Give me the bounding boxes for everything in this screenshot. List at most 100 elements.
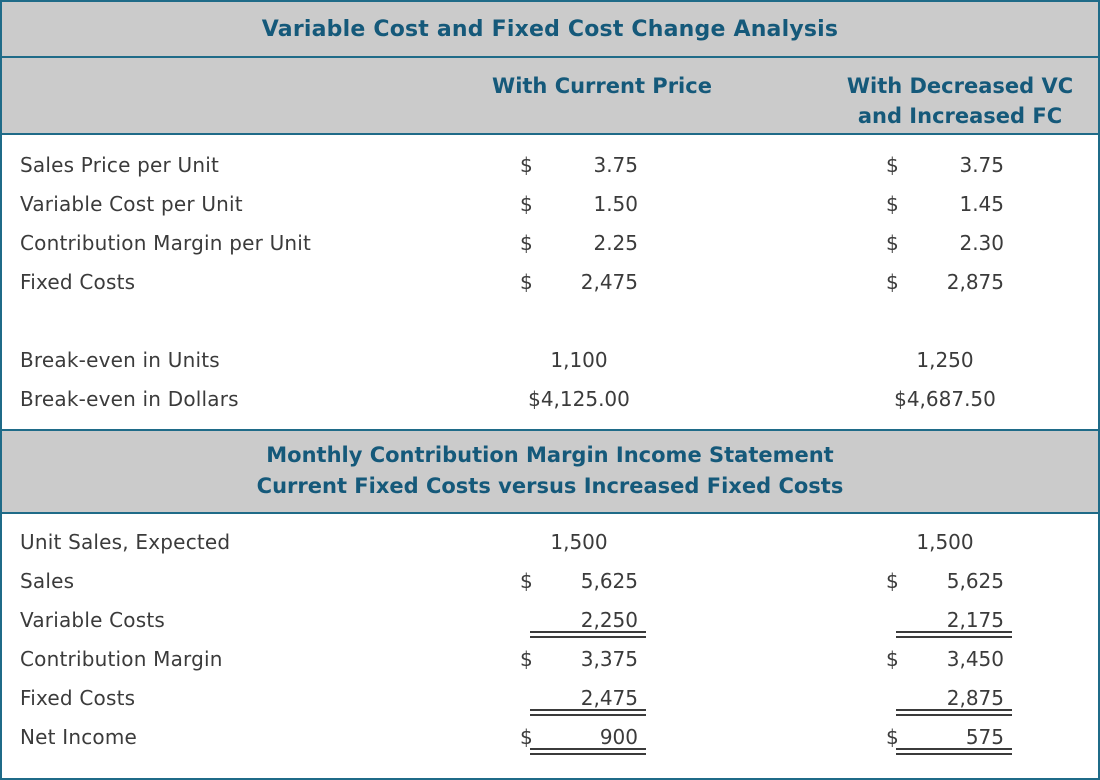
amount-cell-changed: $ 575 (886, 717, 1012, 756)
table-row-net-income: Net Income $ 900 $ 575 (2, 717, 1098, 756)
column-gap (638, 678, 886, 717)
currency-symbol: $ (520, 191, 533, 216)
column-header-decreased-vc-line1: With Decreased VC (846, 74, 1074, 98)
amount-value: 575 (965, 724, 1004, 749)
right-pad (1004, 184, 1098, 223)
currency-symbol: $ (520, 646, 533, 671)
table-row-unit-sales: Unit Sales, Expected 1,500 1,500 (2, 522, 1098, 561)
amount-value: 2.30 (959, 230, 1004, 255)
amount-cell-current: 2,475 (520, 678, 646, 717)
amount-cell-current: 2,250 (520, 600, 646, 639)
right-pad (1004, 262, 1098, 301)
amount-cell-changed: $ 2.30 (886, 223, 1004, 262)
row-label: Break-even in Dollars (20, 386, 239, 411)
income-statement-section: Unit Sales, Expected 1,500 1,500 Sales $… (2, 514, 1098, 778)
table-row-contribution-margin: Contribution Margin $ 3,375 $ 3,450 (2, 639, 1098, 678)
amount-value: 3,450 (946, 646, 1004, 671)
column-gap (638, 340, 886, 379)
column-gap (638, 223, 886, 262)
table-row-contribution-margin-unit: Contribution Margin per Unit $ 2.25 $ 2.… (2, 223, 1098, 262)
statement-title-line1: Monthly Contribution Margin Income State… (266, 443, 834, 467)
amount-value: 1,100 (550, 347, 608, 372)
amount-cell-current: 1,100 (520, 340, 638, 379)
amount-cell-current: $ 2,475 (520, 262, 638, 301)
right-pad (1004, 678, 1098, 717)
amount-value: 1.45 (959, 191, 1004, 216)
right-pad (1004, 223, 1098, 262)
amount-cell-changed: $ 2,875 (886, 262, 1004, 301)
row-label: Contribution Margin per Unit (20, 230, 312, 255)
amount-value: 5,625 (580, 568, 638, 593)
amount-value: 2,475 (580, 685, 638, 710)
amount-cell-changed: $ 3,450 (886, 639, 1004, 678)
table-row-variable-costs: Variable Costs 2,250 2,175 (2, 600, 1098, 639)
currency-symbol: $ (886, 646, 899, 671)
column-gap (638, 522, 886, 561)
table-row-sales-price: Sales Price per Unit $ 3.75 $ 3.75 (2, 145, 1098, 184)
amount-value: 3,375 (580, 646, 638, 671)
column-header-band: With Current Price With Decreased VC and… (2, 58, 1098, 135)
amount-value: 2,875 (946, 685, 1004, 710)
figure-title-band: Variable Cost and Fixed Cost Change Anal… (2, 2, 1098, 58)
column-gap (638, 262, 886, 301)
right-pad (1004, 379, 1098, 418)
double-underline (896, 748, 1012, 755)
table-row-fixed-costs: Fixed Costs $ 2,475 $ 2,875 (2, 262, 1098, 301)
column-gap (638, 717, 886, 756)
amount-cell-changed: 2,875 (886, 678, 1012, 717)
amount-cell-changed: $4,687.50 (886, 379, 1004, 418)
amount-cell-current: $ 900 (520, 717, 646, 756)
amount-cell-current: 1,500 (520, 522, 638, 561)
amount-cell-changed: $ 3.75 (886, 145, 1004, 184)
amount-value: 2,175 (946, 607, 1004, 632)
row-label: Fixed Costs (20, 685, 136, 710)
amount-value: 2,250 (580, 607, 638, 632)
row-label: Unit Sales, Expected (20, 529, 231, 554)
amount-cell-current: $ 5,625 (520, 561, 638, 600)
amount-value: 3.75 (593, 152, 638, 177)
column-gap (638, 639, 886, 678)
change-analysis-section: Sales Price per Unit $ 3.75 $ 3.75 Varia… (2, 135, 1098, 429)
right-pad (1004, 522, 1098, 561)
row-label: Break-even in Units (20, 347, 220, 372)
currency-symbol: $ (520, 269, 533, 294)
amount-value: 5,625 (946, 568, 1004, 593)
amount-cell-changed: $ 5,625 (886, 561, 1004, 600)
column-header-decreased-vc: With Decreased VC and Increased FC (840, 71, 1080, 131)
currency-symbol: $ (886, 269, 899, 294)
row-label: Net Income (20, 724, 138, 749)
figure-title: Variable Cost and Fixed Cost Change Anal… (261, 16, 839, 42)
row-label: Variable Costs (20, 607, 166, 632)
amount-cell-changed: $ 1.45 (886, 184, 1004, 223)
right-pad (1004, 340, 1098, 379)
right-pad (1004, 717, 1098, 756)
column-header-decreased-vc-line2: and Increased FC (857, 104, 1063, 128)
double-underline (896, 709, 1012, 716)
currency-symbol: $ (886, 152, 899, 177)
table-row-sales: Sales $ 5,625 $ 5,625 (2, 561, 1098, 600)
row-label: Sales (20, 568, 75, 593)
currency-symbol: $ (886, 568, 899, 593)
amount-value: 1,500 (550, 529, 608, 554)
table-row-breakeven-dollars: Break-even in Dollars $4,125.00 $4,687.5… (2, 379, 1098, 418)
statement-title-band: Monthly Contribution Margin Income State… (2, 429, 1098, 514)
column-gap (638, 600, 886, 639)
column-header-current-price: With Current Price (492, 74, 712, 98)
table-row-breakeven-units: Break-even in Units 1,100 1,250 (2, 340, 1098, 379)
table-row-fixed-costs-stmt: Fixed Costs 2,475 2,875 (2, 678, 1098, 717)
currency-symbol: $ (886, 724, 899, 749)
right-pad (1004, 145, 1098, 184)
amount-cell-current: $4,125.00 (520, 379, 638, 418)
right-pad (1004, 639, 1098, 678)
right-pad (1004, 600, 1098, 639)
row-label: Fixed Costs (20, 269, 136, 294)
double-underline (530, 631, 646, 638)
row-label: Sales Price per Unit (20, 152, 220, 177)
amount-value: 1,500 (916, 529, 974, 554)
amount-value: 2,475 (580, 269, 638, 294)
spacer-row (2, 301, 1098, 340)
currency-symbol: $ (886, 191, 899, 216)
currency-symbol: $ (520, 230, 533, 255)
amount-cell-current: $ 2.25 (520, 223, 638, 262)
amount-value: 1.50 (593, 191, 638, 216)
